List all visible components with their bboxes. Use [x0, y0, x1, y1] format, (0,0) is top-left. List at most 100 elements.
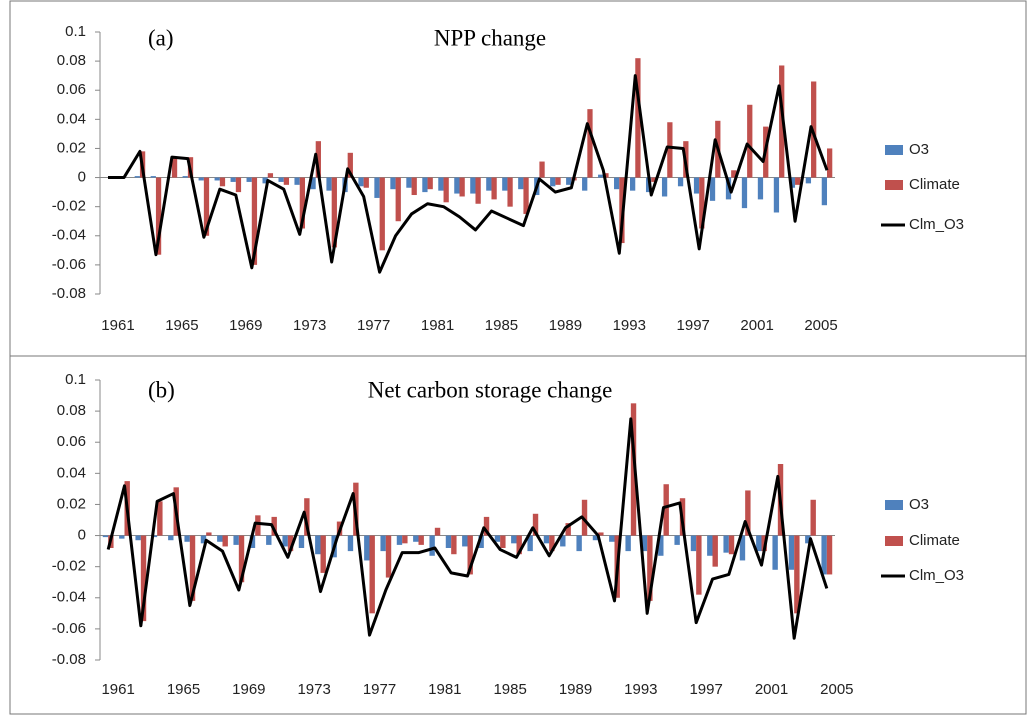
- bar: [826, 535, 833, 575]
- bar: [262, 177, 268, 184]
- bar: [434, 527, 441, 536]
- bar: [390, 177, 396, 190]
- bar: [413, 535, 419, 542]
- bar: [635, 58, 641, 178]
- bar: [805, 535, 811, 544]
- bar: [550, 177, 556, 187]
- x-tick-label: 1961: [101, 681, 134, 698]
- legend-label: Climate: [909, 176, 960, 193]
- bar: [233, 535, 239, 545]
- bar: [459, 177, 465, 197]
- panel-frame: [9, 355, 1027, 715]
- legend-swatch: [885, 180, 903, 190]
- panel-frame: [9, 0, 1027, 357]
- y-tick-label: 0.04: [57, 464, 86, 481]
- bar: [151, 535, 158, 538]
- bar: [699, 177, 705, 229]
- x-tick-label: 1993: [613, 317, 646, 334]
- x-tick-label: 1981: [421, 317, 454, 334]
- bar: [779, 65, 785, 178]
- bar: [651, 177, 657, 182]
- bar: [331, 177, 337, 248]
- bar: [576, 535, 582, 552]
- x-tick-label: 1981: [428, 681, 461, 698]
- bar: [731, 170, 737, 178]
- bar: [658, 535, 664, 556]
- bar: [363, 177, 369, 188]
- bar: [629, 177, 636, 191]
- bar: [358, 177, 364, 187]
- bar: [429, 535, 435, 556]
- legend-swatch: [885, 145, 903, 155]
- bar: [527, 535, 533, 552]
- bar: [566, 177, 572, 185]
- y-tick-label: -0.02: [52, 558, 86, 575]
- bar: [789, 177, 796, 188]
- bar: [661, 177, 668, 197]
- bar: [451, 535, 457, 555]
- bar: [238, 535, 245, 583]
- bar: [462, 535, 468, 547]
- bar: [347, 152, 353, 178]
- x-tick-label: 2001: [740, 317, 773, 334]
- y-tick-label: -0.04: [52, 227, 86, 244]
- bar: [693, 177, 700, 194]
- legend-label: Climate: [909, 532, 960, 549]
- bar: [592, 535, 599, 541]
- x-tick-label: 1965: [165, 317, 198, 334]
- bar: [539, 161, 545, 178]
- bar: [712, 535, 718, 567]
- y-tick-label: 0.02: [57, 139, 86, 156]
- bar: [773, 177, 780, 213]
- bar: [543, 535, 550, 544]
- bar: [217, 535, 223, 542]
- bar: [206, 532, 212, 536]
- bar: [794, 535, 800, 614]
- bar: [379, 177, 385, 251]
- legend-label: Clm_O3: [909, 216, 964, 233]
- bar: [518, 177, 524, 190]
- bar: [385, 535, 392, 578]
- bar: [119, 535, 125, 539]
- bar: [369, 535, 375, 614]
- x-tick-label: 1989: [559, 681, 592, 698]
- y-tick-label: 0.02: [57, 495, 86, 512]
- bar: [443, 177, 449, 203]
- bar: [294, 177, 300, 185]
- bar: [709, 177, 716, 201]
- bar: [251, 177, 258, 265]
- bar: [788, 535, 795, 570]
- bar: [380, 535, 386, 552]
- bar: [310, 177, 316, 190]
- bar: [155, 177, 162, 255]
- x-tick-label: 2001: [755, 681, 788, 698]
- bar: [614, 177, 620, 190]
- bar: [157, 501, 163, 536]
- bar: [667, 122, 673, 178]
- bar: [189, 535, 196, 601]
- x-tick-label: 1973: [293, 317, 326, 334]
- x-tick-label: 2005: [804, 317, 837, 334]
- x-tick-label: 1965: [167, 681, 200, 698]
- bar: [271, 516, 277, 536]
- bar: [326, 177, 332, 191]
- bar: [246, 177, 252, 182]
- bar: [198, 177, 204, 181]
- bar: [478, 535, 484, 548]
- line: [107, 74, 829, 274]
- y-tick-label: -0.06: [52, 256, 86, 273]
- bar: [625, 535, 631, 552]
- panel-label: (b): [148, 377, 175, 402]
- bar: [200, 535, 207, 544]
- bar: [810, 499, 816, 536]
- bar: [304, 498, 310, 536]
- bar: [486, 177, 492, 191]
- bar: [222, 535, 228, 547]
- bar: [821, 535, 827, 575]
- bar: [641, 535, 648, 552]
- bar: [299, 177, 306, 229]
- bar: [454, 177, 460, 194]
- bar: [549, 535, 555, 552]
- bar: [266, 535, 272, 545]
- x-tick-label: 1989: [549, 317, 582, 334]
